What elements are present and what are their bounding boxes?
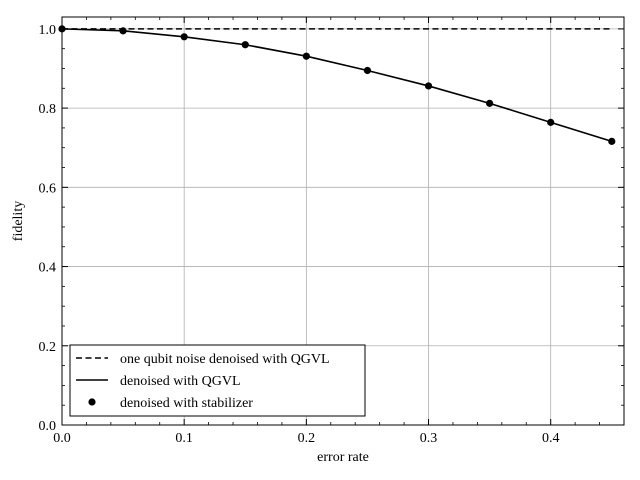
- legend-label: denoised with QGVL: [120, 374, 241, 389]
- stabilizer-point: [547, 118, 555, 126]
- legend-label: one qubit noise denoised with QGVL: [120, 352, 330, 367]
- stabilizer-point: [302, 52, 310, 60]
- x-tick-label: 0.1: [175, 431, 193, 446]
- stabilizer-point: [363, 66, 372, 75]
- legend-box: [69, 344, 366, 417]
- x-tick-label: 0.3: [420, 431, 438, 446]
- legend: one qubit noise denoised with QGVL denois…: [69, 344, 366, 417]
- y-tick-label: 0.4: [39, 261, 57, 276]
- legend-label: denoised with stabilizer: [120, 396, 253, 411]
- legend-items: one qubit noise denoised with QGVL denois…: [76, 352, 330, 411]
- legend-marker-stabilizer: [88, 398, 96, 406]
- y-tick-label: 0.6: [39, 181, 57, 196]
- x-tick-label: 0.4: [542, 431, 560, 446]
- x-axis-label: error rate: [317, 450, 369, 465]
- stabilizer-point: [119, 27, 127, 35]
- qgvl-line: [61, 28, 613, 143]
- y-axis-label: fidelity: [11, 201, 26, 241]
- plot-frame: [61, 16, 625, 426]
- y-tick-label: 1.0: [39, 23, 57, 38]
- axis-tick-labels: 0.0 0.1 0.2 0.3 0.4 0.0 0.2 0.4 0.6 0.8 1.0: [39, 23, 560, 446]
- stabilizer-point: [241, 41, 249, 49]
- stabilizer-point: [608, 137, 616, 145]
- x-tick-label: 0.2: [298, 431, 316, 446]
- x-tick-label: 0.0: [53, 431, 71, 446]
- series-layer: [58, 25, 616, 145]
- stabilizer-point: [180, 33, 188, 41]
- axis-ticks: [61, 17, 624, 426]
- stabilizer-point: [424, 82, 433, 90]
- y-tick-label: 0.8: [39, 102, 57, 117]
- y-tick-label: 0.2: [39, 340, 57, 355]
- y-tick-label: 0.0: [39, 419, 57, 434]
- stabilizer-point: [486, 99, 494, 107]
